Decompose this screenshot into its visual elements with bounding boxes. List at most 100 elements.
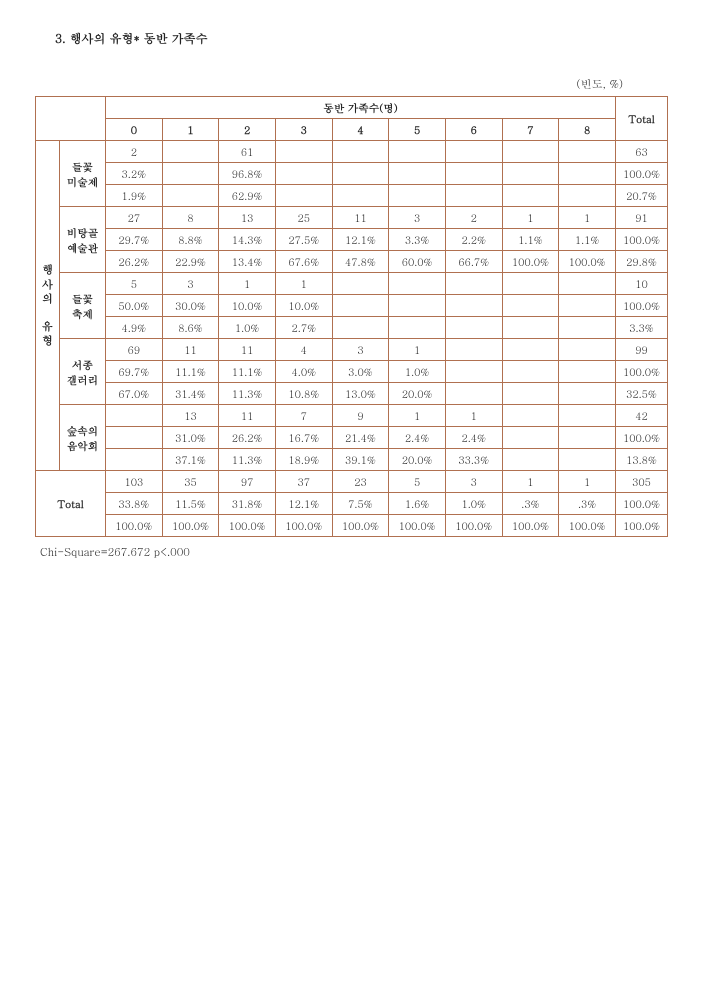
data-cell: 37 — [275, 471, 332, 493]
data-cell: 21.4% — [332, 427, 389, 449]
data-cell: 9 — [332, 405, 389, 427]
data-cell: 4.0% — [275, 361, 332, 383]
data-cell — [162, 141, 219, 163]
data-cell: 2.7% — [275, 317, 332, 339]
chi-square-note: Chi-Square=267.672 p<.000 — [40, 545, 668, 560]
data-cell: 31.0% — [162, 427, 219, 449]
data-cell: 100.0% — [106, 515, 163, 537]
data-cell: 7 — [275, 405, 332, 427]
data-cell: 11 — [162, 339, 219, 361]
table-row: 37.1%11.3%18.9%39.1%20.0%33.3%13.8% — [36, 449, 668, 471]
data-cell: 1 — [559, 471, 616, 493]
data-cell: 1.6% — [389, 493, 446, 515]
data-cell: 100.0% — [219, 515, 276, 537]
data-cell: 100.0% — [389, 515, 446, 537]
data-cell — [332, 163, 389, 185]
data-cell: 100.0% — [559, 251, 616, 273]
data-cell: 100.0% — [616, 361, 668, 383]
total-row: 100.0%100.0%100.0%100.0%100.0%100.0%100.… — [36, 515, 668, 537]
data-cell — [559, 273, 616, 295]
data-cell — [559, 405, 616, 427]
data-cell — [389, 185, 446, 207]
data-cell: 1.0% — [389, 361, 446, 383]
data-cell — [559, 449, 616, 471]
col-header: 8 — [559, 119, 616, 141]
category-header: 숲속의음악회 — [60, 405, 106, 471]
data-cell — [559, 383, 616, 405]
data-cell — [445, 185, 502, 207]
data-cell: 50.0% — [106, 295, 163, 317]
data-cell: 29.7% — [106, 229, 163, 251]
data-cell: 16.7% — [275, 427, 332, 449]
data-cell: .3% — [559, 493, 616, 515]
col-header: 6 — [445, 119, 502, 141]
data-cell — [389, 317, 446, 339]
data-cell: 63 — [616, 141, 668, 163]
total-row: 33.8%11.5%31.8%12.1%7.5%1.6%1.0%.3%.3%10… — [36, 493, 668, 515]
data-cell: 96.8% — [219, 163, 276, 185]
data-cell — [445, 141, 502, 163]
data-cell: 3 — [445, 471, 502, 493]
data-cell: 47.8% — [332, 251, 389, 273]
data-cell: 30.0% — [162, 295, 219, 317]
data-cell: 25 — [275, 207, 332, 229]
table-row: 67.0%31.4%11.3%10.8%13.0%20.0%32.5% — [36, 383, 668, 405]
col-header: 0 — [106, 119, 163, 141]
total-row: Total103359737235311305 — [36, 471, 668, 493]
section-title: 3. 행사의 유형* 동반 가족수 — [55, 30, 668, 47]
data-cell: 69 — [106, 339, 163, 361]
data-cell: 91 — [616, 207, 668, 229]
data-cell: 13 — [219, 207, 276, 229]
table-row: 숲속의음악회1311791142 — [36, 405, 668, 427]
data-cell — [106, 405, 163, 427]
data-cell: 39.1% — [332, 449, 389, 471]
table-row: 50.0%30.0%10.0%10.0%100.0% — [36, 295, 668, 317]
data-cell: 100.0% — [559, 515, 616, 537]
data-cell: 13.0% — [332, 383, 389, 405]
table-row: 비탕골예술관278132511321191 — [36, 207, 668, 229]
data-cell: 29.8% — [616, 251, 668, 273]
col-header: 7 — [502, 119, 559, 141]
data-cell: 61 — [219, 141, 276, 163]
data-cell: 1.1% — [502, 229, 559, 251]
data-cell — [445, 317, 502, 339]
col-header: 5 — [389, 119, 446, 141]
crosstab-table: 동반 가족수(명) Total 0 1 2 3 4 5 6 7 8 행사의 유형… — [35, 96, 668, 537]
data-cell: 69.7% — [106, 361, 163, 383]
data-cell: 100.0% — [616, 163, 668, 185]
data-cell: 23 — [332, 471, 389, 493]
data-cell: 2 — [106, 141, 163, 163]
col-header: 1 — [162, 119, 219, 141]
corner-cell — [36, 97, 106, 141]
table-row: 4.9%8.6%1.0%2.7%3.3% — [36, 317, 668, 339]
data-cell: 1 — [275, 273, 332, 295]
data-cell: 1.9% — [106, 185, 163, 207]
data-cell: 31.8% — [219, 493, 276, 515]
data-cell — [502, 361, 559, 383]
data-cell: 3.0% — [332, 361, 389, 383]
data-cell: 11.5% — [162, 493, 219, 515]
data-cell: 1.0% — [219, 317, 276, 339]
data-cell — [502, 427, 559, 449]
data-cell: 2 — [445, 207, 502, 229]
col-header: 4 — [332, 119, 389, 141]
data-cell — [559, 339, 616, 361]
data-cell: 42 — [616, 405, 668, 427]
data-cell: 1.0% — [445, 493, 502, 515]
data-cell: 1 — [389, 405, 446, 427]
data-cell: 11.1% — [219, 361, 276, 383]
data-cell — [502, 449, 559, 471]
table-row: 들꽃축제531110 — [36, 273, 668, 295]
data-cell: 5 — [389, 471, 446, 493]
data-cell: 5 — [106, 273, 163, 295]
data-cell — [389, 295, 446, 317]
data-cell: 4.9% — [106, 317, 163, 339]
data-cell: 67.6% — [275, 251, 332, 273]
data-cell: 100.0% — [616, 515, 668, 537]
data-cell: 7.5% — [332, 493, 389, 515]
data-cell: 20.0% — [389, 383, 446, 405]
data-cell: 100.0% — [616, 493, 668, 515]
data-cell: 13 — [162, 405, 219, 427]
data-cell: 60.0% — [389, 251, 446, 273]
data-cell: 20.7% — [616, 185, 668, 207]
